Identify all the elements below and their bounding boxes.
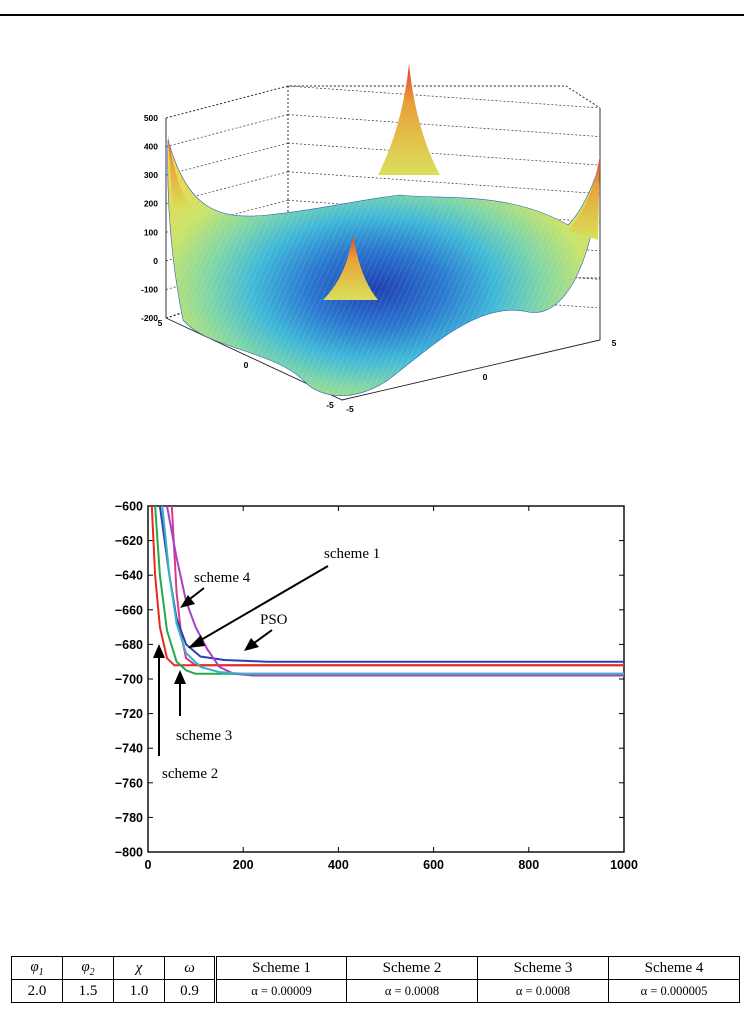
convergence-chart: −600 −620 −640 −660 −680 −700 −720 −740 −760 −780…	[115, 500, 638, 873]
annotation-pso: PSO	[260, 612, 288, 628]
cell-scheme4-alpha: α = 0.000005	[608, 979, 740, 1003]
arrow-scheme1-head	[188, 635, 205, 648]
header-phi1: φ1	[11, 956, 63, 980]
y-tick-label: −680	[115, 638, 143, 652]
header-rule	[0, 14, 744, 16]
arrow-pso-head	[244, 638, 259, 651]
header-phi2: φ2	[62, 956, 114, 980]
cell-chi: 1.0	[113, 979, 165, 1003]
header-scheme2: Scheme 2	[346, 956, 478, 980]
surface-z-gridline	[287, 85, 601, 109]
y-tick-label: −640	[115, 569, 143, 583]
series-line-scheme-4	[166, 505, 624, 677]
surface-x-tick-label: 0	[483, 372, 488, 382]
table-row: 2.0 1.5 1.0 0.9 α = 0.00009 α = 0.0008 α…	[11, 979, 740, 1003]
surface-y-tick-label: -5	[326, 400, 334, 410]
surface-x-tick-label: 5	[612, 338, 617, 348]
cell-scheme3-alpha: α = 0.0008	[477, 979, 609, 1003]
x-tick-label: 200	[233, 858, 254, 872]
x-tick-label: 400	[328, 858, 349, 872]
surface-z-tick-label: -200	[141, 313, 158, 323]
header-chi: χ	[113, 956, 165, 980]
y-tick-label: −740	[115, 742, 143, 756]
cell-omega: 0.9	[164, 979, 217, 1003]
plot-frame	[147, 505, 625, 853]
y-tick-label: −720	[115, 707, 143, 721]
y-tick-label: −760	[115, 776, 143, 790]
surface-z-gridline	[165, 142, 289, 176]
series-line-scheme-3	[154, 505, 624, 675]
surface-z-gridline	[287, 142, 601, 166]
header-scheme1: Scheme 1	[215, 956, 347, 980]
surface-z-tick-label: 500	[144, 113, 158, 123]
header-scheme4: Scheme 4	[608, 956, 740, 980]
surface-z-gridline	[287, 171, 601, 195]
header-omega: ω	[164, 956, 217, 980]
y-tick-label: −660	[115, 603, 143, 617]
surface-y-tick-label: 0	[244, 360, 249, 370]
surface-z-tick-label: 200	[144, 199, 158, 209]
y-tick-label: −800	[115, 846, 143, 860]
cell-scheme1-alpha: α = 0.00009	[215, 979, 347, 1003]
y-tick-label: −780	[115, 811, 143, 825]
surface-x-tick-label: -5	[346, 404, 354, 414]
annotation-layer: scheme 1 scheme 4 PSO scheme 3 scheme 2	[153, 546, 380, 782]
x-tick-label: 1000	[610, 858, 638, 872]
series-layer	[150, 505, 624, 677]
header-scheme3: Scheme 3	[477, 956, 609, 980]
x-tick-label: 0	[145, 858, 152, 872]
y-tick-label: −620	[115, 534, 143, 548]
cell-scheme2-alpha: α = 0.0008	[346, 979, 478, 1003]
x-tick-label: 600	[423, 858, 444, 872]
arrow-scheme3-head	[174, 670, 186, 684]
series-line-scheme-2	[150, 505, 624, 667]
surface-y-tick-label: 5	[158, 318, 163, 328]
surface-z-tick-label: 300	[144, 170, 158, 180]
x-axis: 0 200 400 600 800 1000	[145, 506, 638, 872]
surface-mesh	[167, 64, 601, 396]
series-line-unlabeled	[161, 505, 624, 675]
surface-z-gridline	[165, 114, 289, 147]
annotation-scheme3: scheme 3	[176, 728, 232, 744]
surface-z-gridline	[165, 85, 289, 119]
x-tick-label: 800	[518, 858, 539, 872]
annotation-scheme4: scheme 4	[194, 570, 251, 586]
arrow-scheme1-line	[193, 565, 329, 645]
parameter-table: φ1 φ2 χ ω Scheme 1 Scheme 2 Scheme 3 Sch…	[11, 956, 740, 1003]
annotation-scheme2: scheme 2	[162, 766, 218, 782]
surface-z-tick-label: 100	[144, 227, 158, 237]
annotation-scheme1: scheme 1	[324, 546, 380, 562]
surface-z-gridline	[287, 114, 601, 137]
y-tick-label: −600	[115, 500, 143, 514]
arrow-scheme2-head	[153, 644, 165, 658]
y-tick-label: −700	[115, 673, 143, 687]
surface-z-tick-label: 0	[153, 256, 158, 266]
cell-phi2: 1.5	[62, 979, 114, 1003]
table-header-row: φ1 φ2 χ ω Scheme 1 Scheme 2 Scheme 3 Sch…	[11, 956, 740, 980]
arrow-scheme4-head	[180, 595, 195, 608]
surface-z-tick-label: -100	[141, 284, 158, 294]
y-axis: −600 −620 −640 −660 −680 −700 −720 −740 −760 −780…	[115, 500, 624, 860]
cell-phi1: 2.0	[11, 979, 63, 1003]
surface-z-tick-label: 400	[144, 142, 158, 152]
